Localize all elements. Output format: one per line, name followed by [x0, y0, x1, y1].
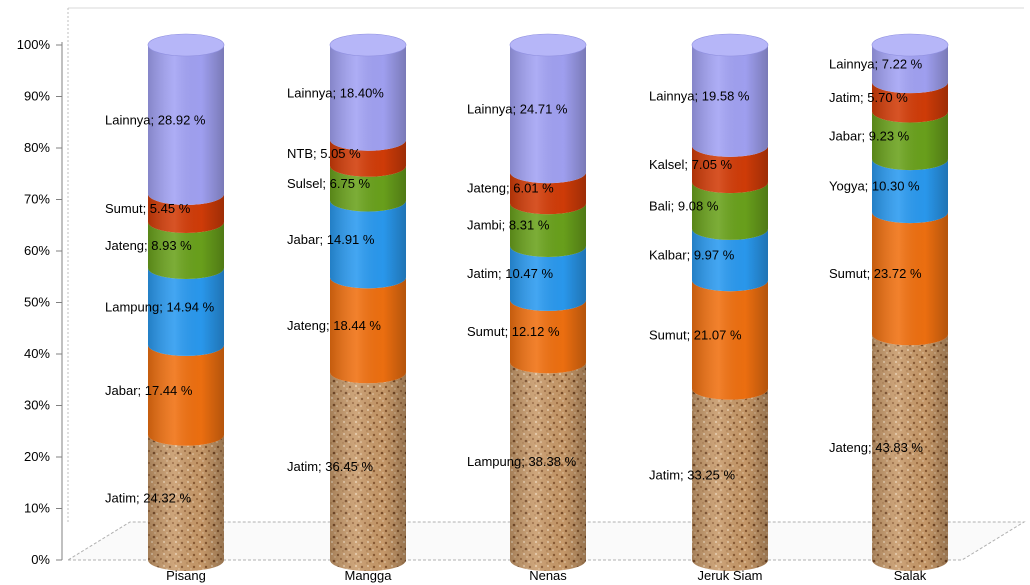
y-tick-label: 30% [24, 398, 50, 413]
data-label: Yogya; 10.30 % [829, 179, 920, 194]
cylinder-salak [871, 33, 949, 571]
category-label: Mangga [345, 568, 393, 583]
data-label: Jabar; 17.44 % [105, 383, 193, 398]
segment-shading [510, 203, 586, 258]
segment-shading [510, 362, 586, 571]
segment-shading [510, 172, 586, 215]
data-label: Jabar; 14.91 % [287, 232, 375, 247]
segment-shading [330, 45, 406, 151]
y-tick-label: 70% [24, 192, 50, 207]
segment-shading [330, 372, 406, 571]
data-label: Sumut; 12.12 % [467, 324, 560, 339]
y-tick-label: 0% [31, 552, 50, 567]
data-label: Jatim; 36.45 % [287, 459, 373, 474]
data-label: Sumut; 23.72 % [829, 266, 922, 281]
cylinder-top-cap [329, 33, 407, 57]
data-label: NTB; 5.05 % [287, 146, 361, 161]
data-label: Lainnya; 19.58 % [649, 88, 750, 103]
data-label: Bali; 9.08 % [649, 199, 719, 214]
segment-shading [148, 434, 224, 571]
data-label: Lainnya; 7.22 % [829, 57, 923, 72]
data-label: Lainnya; 28.92 % [105, 112, 206, 127]
category-label: Pisang [166, 568, 206, 583]
segment-shading [872, 111, 948, 171]
y-tick-label: 50% [24, 295, 50, 310]
data-label: Jabar; 9.23 % [829, 128, 910, 143]
data-label: Kalbar; 9.97 % [649, 248, 735, 263]
data-label: Jambi; 8.31 % [467, 218, 550, 233]
x-axis: Pisang Mangga Nenas Jeruk Siam Salak [166, 568, 927, 583]
data-label: Sumut; 21.07 % [649, 328, 742, 343]
segment-shading [148, 193, 224, 234]
segment-labels: Jatim; 24.32 % Jabar; 17.44 % Lampung; 14.… [105, 57, 923, 506]
category-label: Nenas [529, 568, 567, 583]
segment-shading [872, 159, 948, 224]
y-tick-label: 60% [24, 243, 50, 258]
data-label: Lampung; 38.38 % [467, 454, 577, 469]
data-label: Lainnya; 18.40% [287, 85, 384, 100]
segment-shading [692, 388, 768, 571]
y-axis: 0% 10% 20% 30% 40% 50% 60% 70% 80% 90% 100% [17, 37, 62, 567]
segment-shading [510, 246, 586, 311]
cylinder-pisang [147, 33, 225, 571]
segment-shading [510, 299, 586, 374]
segment-shading [330, 277, 406, 384]
segment-shading [148, 45, 224, 205]
segment-shading [872, 82, 948, 123]
y-tick-label: 80% [24, 140, 50, 155]
cylinder-top-cap [509, 33, 587, 57]
data-label: Lainnya; 24.71 % [467, 102, 568, 117]
y-tick-label: 10% [24, 501, 50, 516]
cylinder-jeruk-siam [691, 33, 769, 571]
segment-shading [330, 165, 406, 212]
segment-shading [148, 267, 224, 356]
data-label: Jatim; 5.70 % [829, 90, 908, 105]
segment-shading [148, 222, 224, 279]
cylinder-mangga [329, 33, 407, 571]
cylinder-top-cap [147, 33, 225, 57]
segment-shading [872, 334, 948, 571]
data-label: Jateng; 43.83 % [829, 440, 923, 455]
category-label: Jeruk Siam [697, 568, 762, 583]
data-label: Kalsel; 7.05 % [649, 157, 733, 172]
segment-shading [510, 45, 586, 184]
data-label: Jatim; 33.25 % [649, 467, 735, 482]
cylinder-top-cap [691, 33, 769, 57]
y-tick-label: 20% [24, 449, 50, 464]
category-label: Salak [894, 568, 927, 583]
segment-shading [330, 139, 406, 177]
segment-shading [330, 200, 406, 289]
data-label: Sumut; 5.45 % [105, 201, 191, 216]
cylinder-top-cap [871, 33, 949, 57]
data-label: Jateng; 18.44 % [287, 318, 381, 333]
cylinder-nenas [509, 33, 587, 571]
segment-shading [692, 45, 768, 157]
segment-shading [692, 280, 768, 400]
y-tick-label: 90% [24, 89, 50, 104]
data-label: Sulsel; 6.75 % [287, 176, 371, 191]
segment-shading [872, 212, 948, 346]
segment-shading [148, 344, 224, 446]
cylinders [147, 33, 949, 571]
data-label: Lampung; 14.94 % [105, 299, 215, 314]
data-label: Jatim; 24.32 % [105, 490, 191, 505]
y-tick-label: 100% [17, 37, 51, 52]
data-label: Jatim; 10.47 % [467, 266, 553, 281]
segment-shading [692, 228, 768, 292]
data-label: Jateng; 6.01 % [467, 181, 554, 196]
data-label: Jateng; 8.93 % [105, 238, 192, 253]
segment-shading [692, 182, 768, 240]
segment-shading [692, 145, 768, 194]
y-tick-label: 40% [24, 346, 50, 361]
segment-shading [872, 45, 948, 94]
